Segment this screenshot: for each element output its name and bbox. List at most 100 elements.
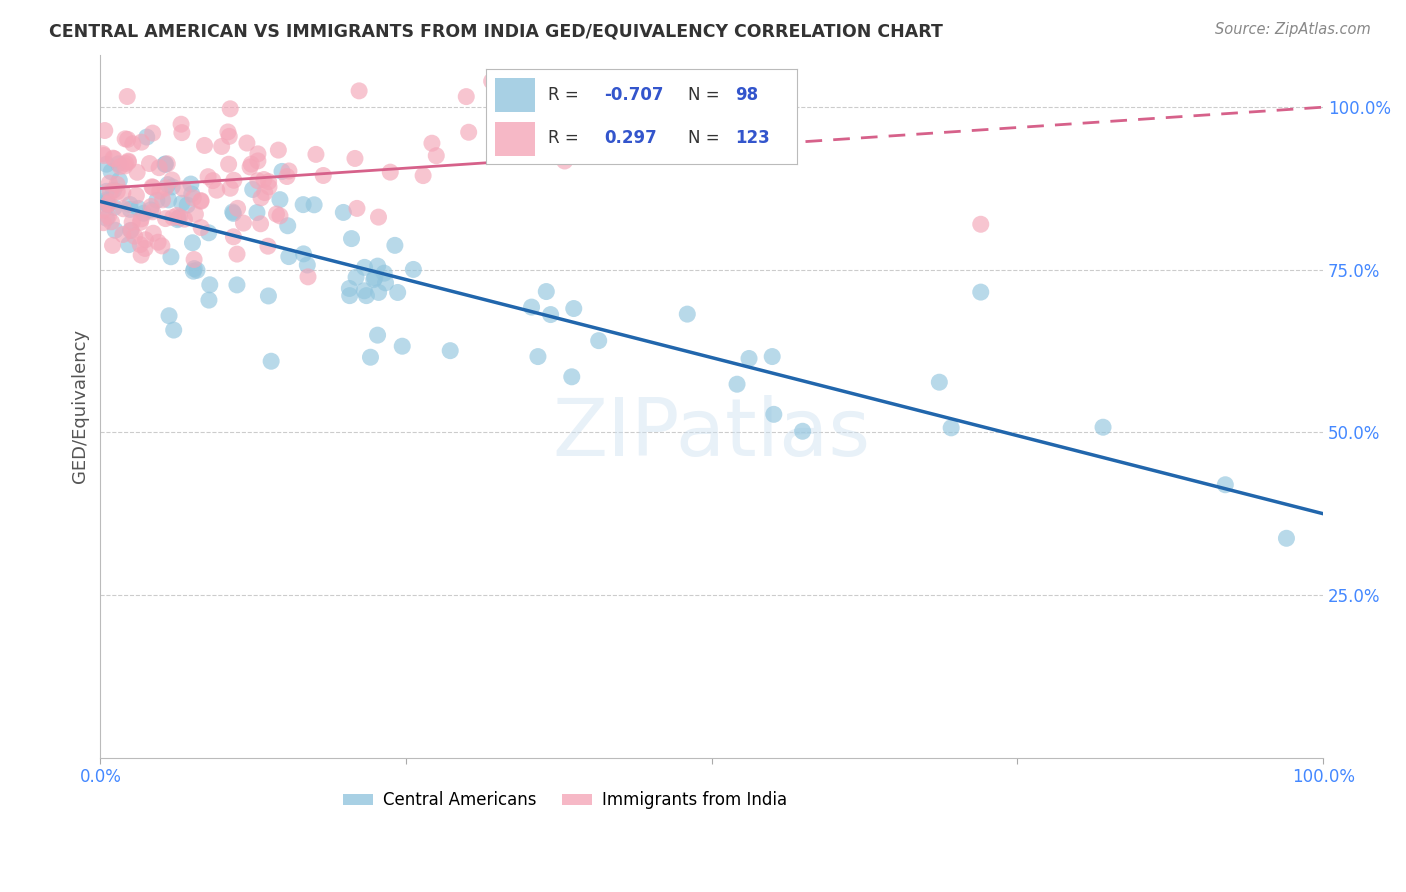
- Point: [166, 209, 188, 223]
- Point: [181, 235, 204, 250]
- Point: [373, 266, 395, 280]
- Point: [170, 196, 193, 211]
- Point: [562, 301, 585, 316]
- Point: [190, 194, 212, 209]
- Point: [302, 198, 325, 212]
- Point: [108, 160, 131, 174]
- Point: [103, 152, 125, 166]
- Point: [332, 205, 354, 219]
- Point: [222, 206, 245, 220]
- Point: [198, 293, 221, 307]
- Point: [297, 269, 319, 284]
- Point: [226, 202, 249, 216]
- Point: [149, 184, 172, 198]
- Point: [142, 180, 165, 194]
- Point: [928, 375, 950, 389]
- Point: [297, 258, 319, 272]
- Point: [100, 215, 122, 229]
- Point: [591, 120, 613, 134]
- Point: [387, 285, 409, 300]
- Point: [141, 179, 163, 194]
- Point: [118, 197, 141, 211]
- Point: [360, 350, 382, 364]
- Point: [173, 212, 195, 227]
- Point: [107, 157, 129, 171]
- Point: [104, 223, 127, 237]
- Point: [505, 104, 527, 119]
- Point: [276, 169, 298, 184]
- Point: [197, 226, 219, 240]
- Point: [246, 153, 269, 168]
- Point: [205, 183, 228, 197]
- Point: [488, 74, 510, 88]
- Point: [266, 207, 288, 221]
- Point: [257, 289, 280, 303]
- Point: [226, 277, 249, 292]
- Point: [156, 157, 179, 171]
- Point: [343, 152, 366, 166]
- Point: [277, 250, 299, 264]
- Point: [941, 421, 963, 435]
- Point: [1275, 531, 1298, 545]
- Point: [180, 177, 202, 191]
- Point: [232, 216, 254, 230]
- Point: [150, 239, 173, 253]
- Point: [155, 211, 177, 226]
- Point: [134, 242, 156, 256]
- Point: [160, 173, 183, 187]
- Point: [242, 182, 264, 196]
- Point: [155, 157, 177, 171]
- Point: [105, 178, 128, 192]
- Point: [129, 215, 152, 229]
- Point: [108, 173, 131, 187]
- Point: [347, 84, 370, 98]
- Point: [120, 223, 142, 237]
- Point: [271, 164, 294, 178]
- Point: [156, 178, 179, 192]
- Point: [120, 223, 142, 237]
- Point: [91, 203, 114, 218]
- Point: [457, 125, 479, 139]
- Point: [132, 206, 155, 220]
- Point: [105, 185, 128, 199]
- Point: [138, 156, 160, 170]
- Point: [155, 181, 177, 195]
- Point: [157, 309, 180, 323]
- Point: [96, 184, 118, 198]
- Point: [101, 238, 124, 252]
- Point: [97, 197, 120, 211]
- Point: [456, 89, 478, 103]
- Point: [190, 220, 212, 235]
- Point: [353, 260, 375, 275]
- Text: CENTRAL AMERICAN VS IMMIGRANTS FROM INDIA GED/EQUIVALENCY CORRELATION CHART: CENTRAL AMERICAN VS IMMIGRANTS FROM INDI…: [49, 22, 943, 40]
- Point: [118, 237, 141, 252]
- Point: [367, 285, 389, 300]
- Point: [374, 276, 396, 290]
- Point: [344, 270, 367, 285]
- Point: [97, 210, 120, 224]
- Point: [160, 250, 183, 264]
- Point: [153, 157, 176, 171]
- Legend: Central Americans, Immigrants from India: Central Americans, Immigrants from India: [336, 785, 793, 816]
- Point: [253, 172, 276, 186]
- Point: [180, 187, 202, 202]
- Point: [384, 238, 406, 252]
- Point: [103, 201, 125, 215]
- Point: [160, 179, 183, 194]
- Point: [540, 308, 562, 322]
- Text: Source: ZipAtlas.com: Source: ZipAtlas.com: [1215, 22, 1371, 37]
- Point: [363, 272, 385, 286]
- Point: [439, 343, 461, 358]
- Point: [198, 277, 221, 292]
- Point: [96, 157, 118, 171]
- Point: [148, 161, 170, 175]
- Point: [554, 153, 576, 168]
- Point: [124, 229, 146, 244]
- Point: [125, 188, 148, 202]
- Point: [527, 350, 550, 364]
- Point: [96, 193, 118, 207]
- Y-axis label: GED/Equivalency: GED/Equivalency: [72, 329, 89, 483]
- Point: [239, 160, 262, 174]
- Point: [725, 377, 748, 392]
- Point: [152, 193, 174, 207]
